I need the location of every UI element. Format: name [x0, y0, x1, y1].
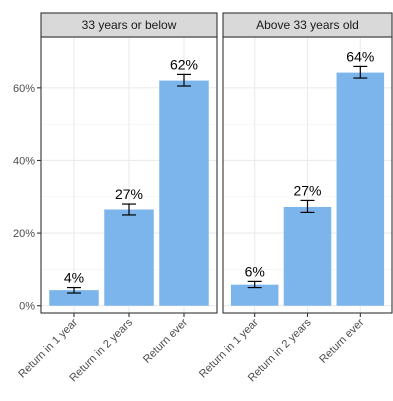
facet-strip: [40, 12, 218, 38]
data-label: 27%: [293, 182, 321, 198]
data-label: 6%: [245, 263, 265, 279]
facet-strip: [222, 12, 393, 38]
x-tick-label: Return ever: [141, 316, 190, 365]
facet-strip-title: 33 years or below: [82, 18, 177, 32]
y-tick-label: 40%: [13, 155, 35, 167]
bar: [49, 290, 99, 306]
bar: [159, 80, 209, 306]
x-tick-label: Return in 1 year: [16, 316, 80, 380]
data-label: 62%: [170, 56, 198, 72]
data-label: 4%: [64, 270, 84, 286]
bar: [283, 206, 332, 306]
x-tick-label: Return ever: [317, 316, 366, 365]
y-tick-label: 60%: [13, 83, 35, 95]
y-tick-label: 0%: [19, 301, 35, 313]
bar: [336, 72, 385, 306]
y-tick-label: 20%: [13, 228, 35, 240]
facet-strip-title: Above 33 years old: [256, 18, 359, 32]
bar: [104, 209, 154, 306]
bar: [230, 284, 279, 306]
data-label: 64%: [346, 48, 374, 64]
data-label: 27%: [115, 186, 143, 202]
